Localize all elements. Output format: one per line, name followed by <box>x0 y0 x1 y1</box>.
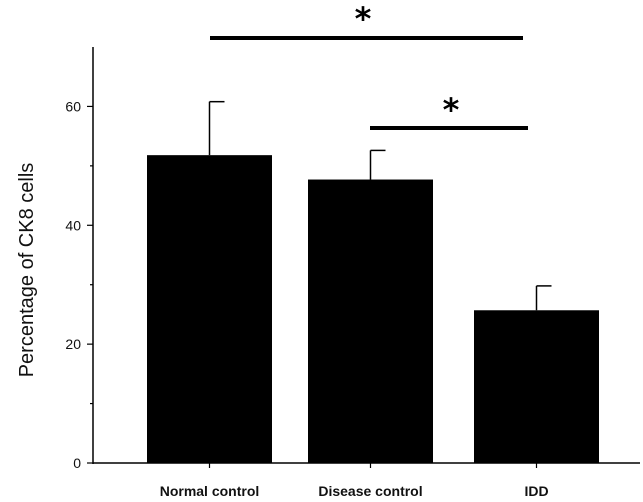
significance-markers: ** <box>210 0 528 130</box>
y-tick-label: 0 <box>73 455 81 471</box>
labels: Percentage of CK8 cells Normal control Di… <box>16 163 549 499</box>
y-tick-label: 20 <box>65 336 81 352</box>
significance-star: * <box>355 0 372 38</box>
bar-disease-control <box>308 179 433 464</box>
bar-idd <box>474 310 599 463</box>
bars <box>147 155 599 464</box>
x-category-label: IDD <box>524 483 548 499</box>
y-tick-label: 60 <box>65 98 81 114</box>
x-category-label: Disease control <box>318 483 422 499</box>
error-bars <box>208 100 552 311</box>
y-axis-title: Percentage of CK8 cells <box>16 163 38 378</box>
bar-normal-control <box>147 155 272 463</box>
significance-star: * <box>443 91 460 129</box>
x-category-label: Normal control <box>160 483 260 499</box>
y-tick-label: 40 <box>65 217 81 233</box>
